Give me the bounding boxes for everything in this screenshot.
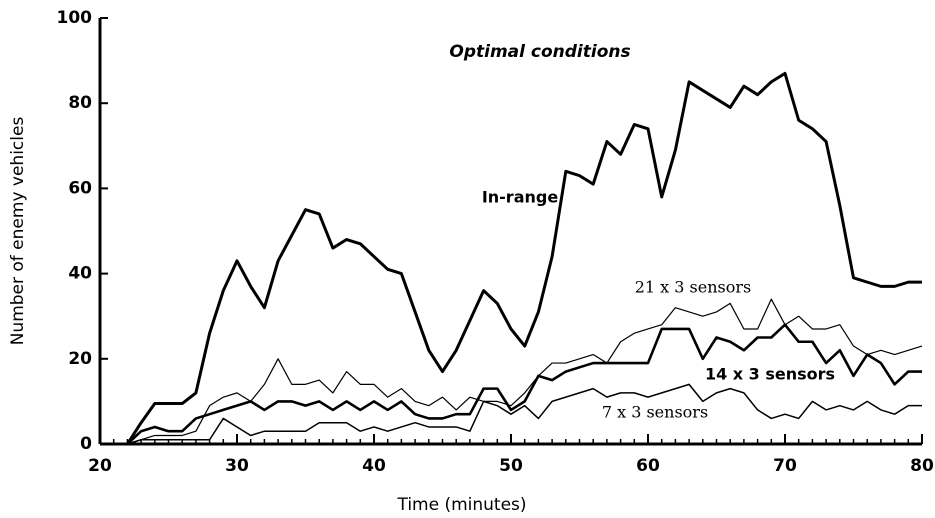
x-axis-label: Time (minutes) bbox=[396, 495, 526, 515]
y-tick-label: 0 bbox=[80, 434, 92, 454]
y-tick-label: 20 bbox=[68, 349, 92, 369]
y-tick-label: 80 bbox=[68, 93, 92, 113]
y-tick-label: 60 bbox=[68, 178, 92, 198]
x-tick-label: 40 bbox=[362, 456, 386, 476]
y-axis-label: Number of enemy vehicles bbox=[8, 117, 28, 346]
x-tick-label: 50 bbox=[499, 456, 523, 476]
y-tick-label: 100 bbox=[57, 8, 93, 28]
series-line bbox=[100, 71, 922, 446]
series-line bbox=[100, 323, 922, 446]
x-tick-label: 30 bbox=[225, 456, 249, 476]
series-label: 21 x 3 sensors bbox=[635, 278, 752, 297]
annotation: Optimal conditions bbox=[449, 42, 630, 62]
series-label: 7 x 3 sensors bbox=[602, 403, 708, 422]
y-tick-label: 40 bbox=[68, 264, 92, 284]
x-tick-label: 70 bbox=[773, 456, 797, 476]
x-tick-label: 60 bbox=[636, 456, 660, 476]
series-label: 14 x 3 sensors bbox=[705, 365, 835, 384]
series-line bbox=[100, 383, 922, 445]
x-tick-label: 80 bbox=[910, 456, 934, 476]
series-label: In-range bbox=[482, 188, 559, 207]
x-tick-label: 20 bbox=[88, 456, 112, 476]
